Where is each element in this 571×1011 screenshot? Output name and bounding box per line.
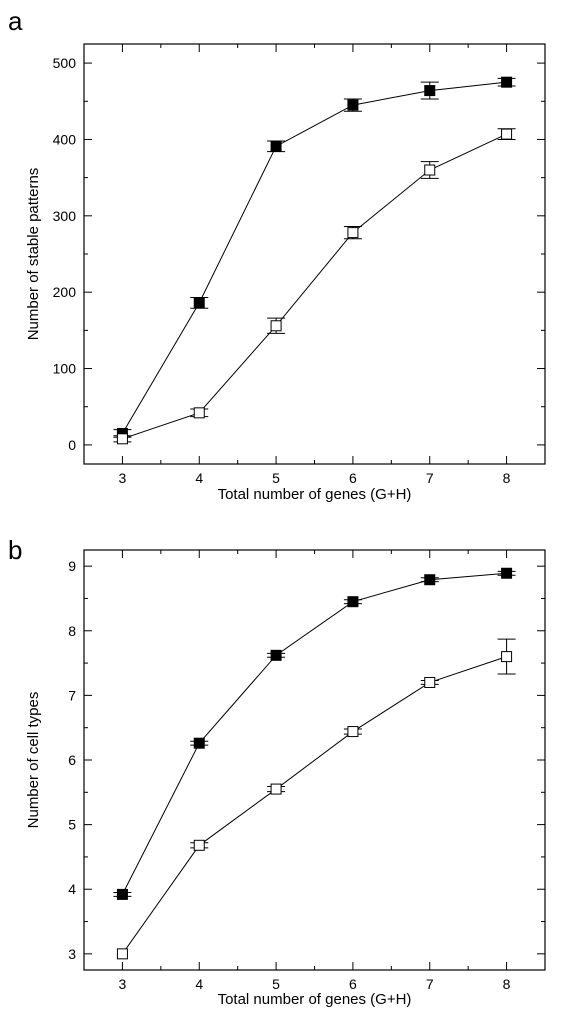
data-point-filled-square — [424, 85, 436, 97]
x-axis-label: Total number of genes (G+H) — [218, 486, 412, 503]
data-point-open-square — [270, 320, 282, 332]
y-axis-label: Number of cell types — [25, 692, 42, 829]
y-axis-label: Number of stable patterns — [25, 168, 42, 341]
x-tick-label: 3 — [119, 976, 127, 992]
data-point-open-square — [116, 433, 128, 445]
data-point-open-square — [501, 128, 513, 140]
data-point-filled-square — [347, 99, 359, 111]
data-point-filled-square — [424, 574, 436, 586]
y-tick-label: 8 — [68, 623, 76, 639]
series-line-1 — [121, 572, 507, 895]
y-tick-label: 500 — [53, 55, 77, 71]
data-point-open-square — [424, 676, 436, 688]
x-tick-label: 3 — [119, 470, 127, 486]
data-point-filled-square — [193, 737, 205, 749]
y-tick-label: 6 — [68, 752, 76, 768]
series-line-2 — [122, 133, 507, 440]
y-tick-label: 100 — [53, 361, 77, 377]
y-tick-label: 9 — [68, 558, 76, 574]
x-tick-label: 5 — [272, 470, 280, 486]
data-point-filled-square — [116, 888, 128, 900]
x-tick-label: 5 — [272, 976, 280, 992]
y-tick-label: 4 — [68, 881, 76, 897]
data-point-open-square — [193, 407, 205, 419]
y-tick-label: 3 — [68, 946, 76, 962]
x-axis-label: Total number of genes (G+H) — [218, 991, 412, 1008]
data-point-open-square — [501, 651, 513, 663]
y-tick-label: 5 — [68, 817, 76, 833]
panel-letter: a — [8, 6, 23, 36]
data-point-filled-square — [501, 567, 513, 579]
data-point-filled-square — [270, 649, 282, 661]
data-point-filled-square — [193, 297, 205, 309]
x-tick-label: 7 — [426, 976, 434, 992]
x-tick-label: 6 — [349, 470, 357, 486]
x-tick-label: 6 — [349, 976, 357, 992]
y-tick-label: 0 — [68, 437, 76, 453]
chart-panel-a: a 3 4 5 6 7 8 0 100 200 300 400 500 Total number of g… — [8, 6, 546, 503]
y-tick-label: 300 — [53, 208, 77, 224]
series-line-1 — [121, 81, 507, 434]
data-point-open-square — [270, 783, 282, 795]
x-tick-label: 7 — [426, 470, 434, 486]
x-tick-label: 8 — [503, 976, 511, 992]
data-point-open-square — [193, 839, 205, 851]
series-line-2 — [122, 656, 507, 955]
data-point-filled-square — [501, 76, 513, 88]
data-point-open-square — [116, 948, 128, 960]
y-tick-label: 7 — [68, 687, 76, 703]
x-tick-label: 4 — [195, 470, 203, 486]
chart-panel-b: b 3 4 5 6 7 8 3 4 5 6 7 8 9 Total number of genes (G+H… — [8, 535, 546, 1008]
y-tick-label: 200 — [53, 284, 77, 300]
data-point-open-square — [347, 227, 359, 239]
data-point-filled-square — [347, 596, 359, 608]
y-tick-label: 400 — [53, 131, 77, 147]
data-point-filled-square — [270, 140, 282, 152]
data-point-open-square — [424, 164, 436, 176]
panel-letter: b — [8, 535, 22, 565]
x-tick-label: 8 — [503, 470, 511, 486]
x-tick-label: 4 — [195, 976, 203, 992]
data-point-open-square — [347, 726, 359, 738]
plot-frame — [83, 43, 546, 465]
